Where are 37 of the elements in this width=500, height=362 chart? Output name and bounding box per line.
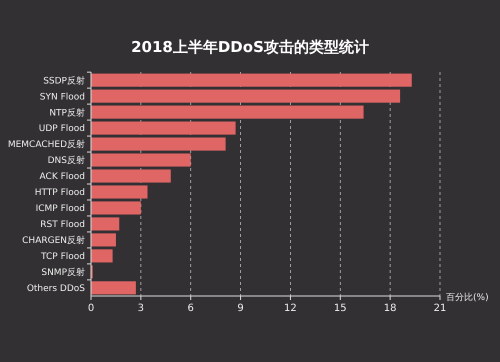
y-tick-label: RST Flood	[40, 220, 85, 230]
y-tick-label: SYN Flood	[40, 92, 85, 102]
bar	[91, 90, 400, 103]
y-tick-label: SSDP反射	[43, 75, 85, 86]
y-tick-label: CHARGEN反射	[22, 235, 85, 246]
y-tick-label: TCP Flood	[40, 252, 85, 262]
bar	[91, 185, 148, 199]
y-tick-label: ACK Flood	[40, 172, 85, 182]
x-axis-title: 百分比(%)	[446, 292, 489, 303]
bar	[91, 138, 226, 151]
bar	[91, 233, 116, 246]
bar	[91, 281, 136, 294]
bar	[91, 201, 141, 215]
bar	[91, 249, 113, 262]
y-tick-label: SNMP反射	[41, 267, 85, 278]
x-tick-label: 3	[138, 303, 144, 314]
bar	[91, 106, 364, 119]
x-tick-label: 0	[88, 303, 94, 314]
x-tick-label: 18	[384, 303, 397, 314]
y-tick-label: NTP反射	[49, 107, 85, 118]
y-tick-label: ICMP Flood	[36, 204, 85, 214]
x-tick-label: 6	[188, 303, 194, 314]
y-tick-label: DNS反射	[48, 155, 85, 166]
bar	[91, 74, 412, 87]
y-tick-label: Others DDoS	[26, 284, 86, 294]
y-tick-label: UDP Flood	[38, 124, 85, 134]
y-tick-label: HTTP Flood	[34, 188, 85, 198]
y-tick-label: MEMCACHED反射	[8, 139, 85, 150]
bar	[91, 153, 191, 167]
chart-title: 2018上半年DDoS攻击的类型统计	[131, 38, 369, 56]
x-tick-label: 9	[237, 303, 244, 314]
bar	[91, 169, 171, 183]
x-tick-label: 21	[434, 303, 446, 314]
bar	[91, 122, 236, 135]
x-tick-label: 12	[284, 303, 297, 314]
x-tick-label: 15	[334, 303, 347, 314]
bar	[91, 217, 120, 230]
